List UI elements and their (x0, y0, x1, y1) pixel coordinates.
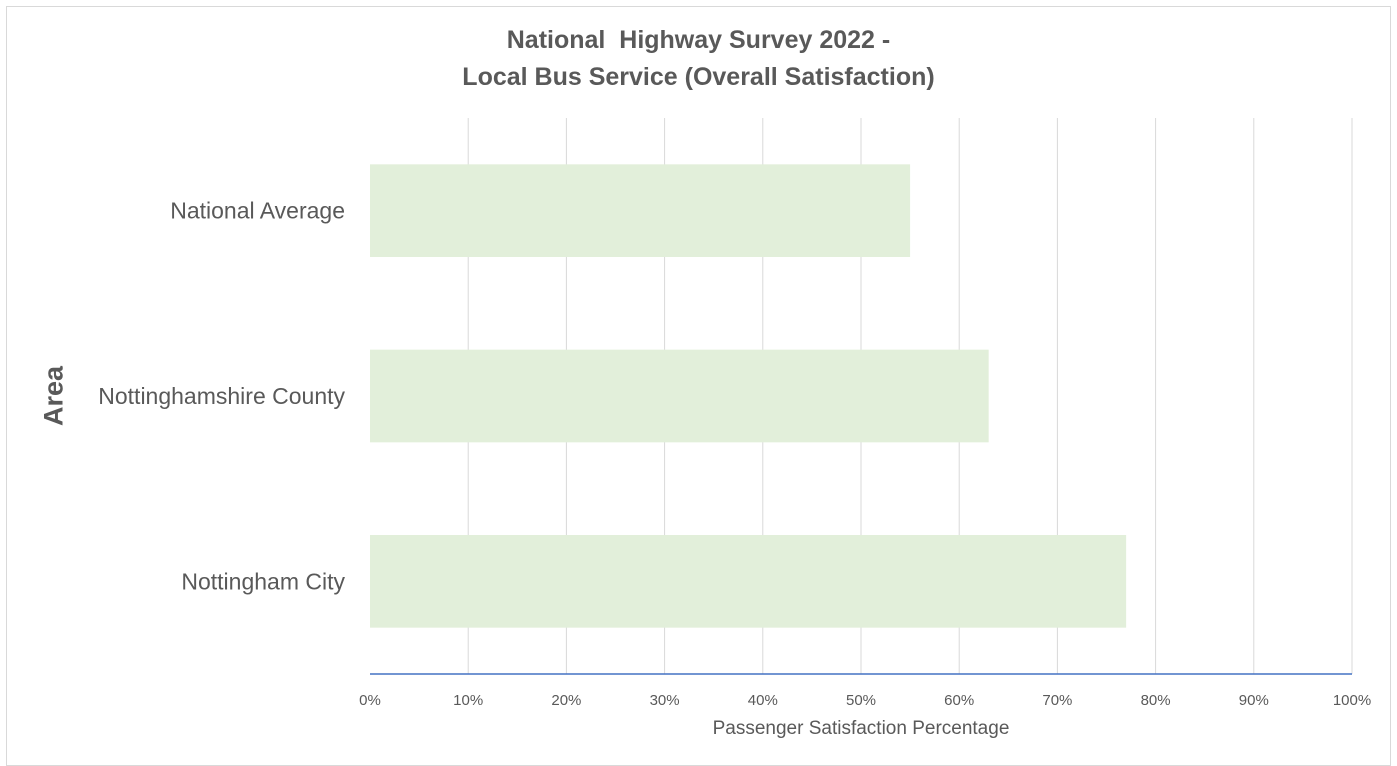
bar (370, 164, 911, 257)
x-tick-label: 60% (944, 692, 974, 709)
x-axis-title: Passenger Satisfaction Percentage (712, 718, 1010, 739)
x-tick-label: 80% (1141, 692, 1171, 709)
x-tick-label: 20% (551, 692, 581, 709)
chart-title-line-1: National Highway Survey 2022 - (506, 26, 891, 54)
bar (370, 349, 989, 443)
x-tick-label: 10% (453, 692, 483, 709)
x-tick-label: 70% (1042, 692, 1072, 709)
y-tick-label: Nottingham City (181, 568, 345, 594)
x-tick-label: 100% (1333, 692, 1371, 709)
y-tick-label: National Average (170, 198, 345, 224)
x-tick-label: 90% (1239, 692, 1269, 709)
y-tick-label: Nottinghamshire County (98, 383, 345, 409)
chart-title-line-2: Local Bus Service (Overall Satisfaction) (462, 63, 935, 91)
x-tick-label: 0% (359, 692, 381, 709)
y-axis-title: Area (38, 365, 69, 427)
x-tick-label: 30% (650, 692, 680, 709)
bar (370, 535, 1127, 628)
x-tick-label: 50% (846, 692, 876, 709)
chart-title: National Highway Survey 2022 - Local Bus… (0, 22, 1397, 96)
x-tick-label: 40% (748, 692, 778, 709)
